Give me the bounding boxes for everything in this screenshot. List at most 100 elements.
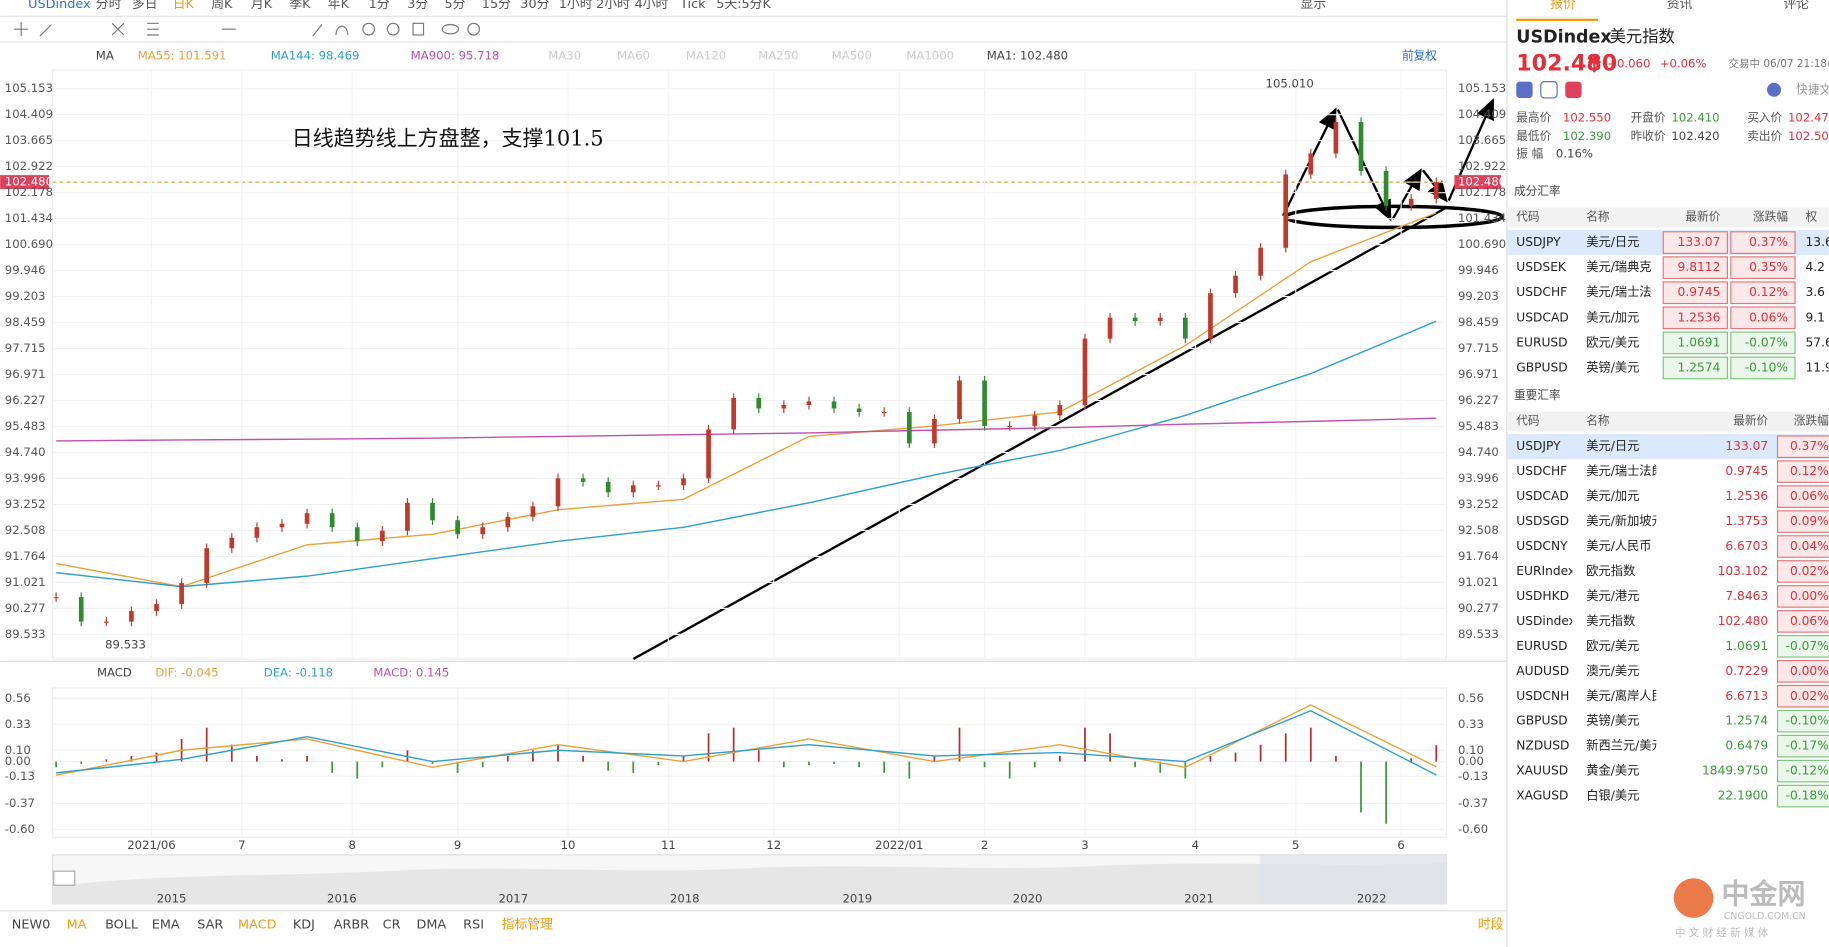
table-cell: 13.6 — [1806, 235, 1829, 249]
candle — [731, 397, 736, 430]
indicator-button[interactable]: BOLL — [105, 917, 139, 932]
period-button[interactable]: 5分 — [444, 0, 465, 12]
cell-clip: 英镑/美元 — [1586, 713, 1639, 728]
candle — [906, 411, 912, 444]
table-cell: 美元/加元 — [1586, 310, 1639, 324]
candle — [1358, 122, 1364, 171]
cell-box — [1776, 435, 1829, 458]
period-button[interactable]: 分时 — [96, 0, 122, 12]
period-button[interactable]: 1分 — [369, 0, 390, 12]
y-tick-label: 0.10 — [5, 743, 31, 757]
up-arrow — [1587, 55, 1602, 73]
tab[interactable]: 资讯 — [1667, 0, 1693, 12]
period-button[interactable]: 多日 — [132, 0, 158, 12]
period-button[interactable]: 15分 — [482, 0, 511, 12]
table-cell: 美元/人民币 — [1586, 539, 1651, 553]
period-button[interactable]: 4小时 — [635, 0, 669, 12]
cell-clip: 新西兰元/美元 — [1586, 738, 1656, 753]
indicator-button[interactable]: KDJ — [293, 917, 315, 932]
indicator-button[interactable]: DMA — [417, 917, 447, 932]
legend-entry: MA60 — [617, 48, 650, 62]
stat-label: 最低价 — [1516, 129, 1551, 143]
indicator-button[interactable]: MA — [67, 917, 87, 932]
period-button[interactable]: 季K — [289, 0, 311, 12]
adjust-button[interactable]: 前复权 — [1402, 48, 1437, 62]
indicator-button[interactable]: RSI — [463, 917, 484, 932]
candle — [856, 408, 862, 412]
table-cell: -0.07% — [1745, 335, 1788, 349]
stat-value: 102.550 — [1563, 110, 1611, 124]
indicator-button[interactable]: NEW0 — [12, 917, 51, 932]
table-cell: AUDUSD — [1516, 664, 1569, 678]
cell-clip: 美元/新加坡元 — [1586, 513, 1656, 528]
period-button[interactable]: 5天:5分K — [716, 0, 771, 12]
table-cell: 0.00% — [1790, 589, 1829, 603]
legend-entry: MA500 — [832, 48, 872, 62]
period-button[interactable]: Tick — [679, 0, 706, 12]
cell-clip: 美元/加元 — [1586, 310, 1639, 324]
period-button[interactable]: 月K — [251, 0, 273, 12]
candle — [706, 429, 711, 479]
y-tick-label: 100.690 — [1458, 237, 1506, 251]
drawing-tools[interactable] — [14, 22, 481, 37]
year-label: 2017 — [498, 892, 528, 906]
tab[interactable]: 评论 — [1783, 0, 1809, 12]
cell-box — [1776, 759, 1829, 783]
y-tick-label: 93.996 — [5, 471, 46, 485]
y-tick-label: -0.13 — [5, 769, 35, 783]
navigator-window[interactable] — [1259, 854, 1447, 904]
session-button[interactable]: 时段 — [1478, 917, 1504, 932]
table-cell: 欧元/美元 — [1586, 639, 1639, 653]
period-button[interactable]: 2小时 — [596, 0, 630, 12]
table-header-cell: 涨跌幅 — [1753, 209, 1788, 223]
cell-clip: 美元/瑞士法郎 — [1586, 464, 1656, 478]
candle — [354, 527, 360, 542]
change-pct: +0.06% — [1660, 57, 1707, 71]
cell-clip: USDCAD — [1516, 489, 1568, 503]
legend-entry: MA144: 98.469 — [271, 48, 360, 62]
y-tick-label: 91.021 — [1458, 575, 1499, 589]
table-header — [1506, 207, 1829, 228]
indicator-button[interactable]: MACD — [238, 917, 277, 932]
indicator-button[interactable]: EMA — [152, 917, 180, 932]
period-button[interactable]: 3分 — [407, 0, 428, 12]
table-cell: 0.35% — [1749, 260, 1788, 274]
y-tick-label: 95.483 — [1458, 419, 1499, 433]
table-cell: NZDUSD — [1516, 739, 1569, 753]
cell-box — [1662, 306, 1728, 330]
macd-line — [56, 709, 1437, 776]
period-button[interactable]: 日K — [173, 0, 195, 12]
table-cell: USDCAD — [1516, 310, 1568, 324]
table-cell: 0.37% — [1749, 235, 1788, 249]
cell-box — [1662, 256, 1728, 280]
legend-entry: MA55: 101.591 — [138, 48, 227, 62]
indicator-button[interactable]: CR — [383, 917, 401, 932]
indicator-button[interactable]: SAR — [197, 917, 223, 932]
cell-clip: EURUSD — [1516, 639, 1567, 653]
candle — [1283, 174, 1289, 248]
tab[interactable]: 报价 — [1550, 0, 1576, 12]
candle — [380, 530, 385, 542]
table-cell: 6.6713 — [1725, 689, 1768, 703]
table-cell: 9.1 — [1806, 310, 1825, 324]
indicator-manage[interactable]: 指标管理 — [502, 917, 553, 932]
period-button[interactable]: 年K — [328, 0, 350, 12]
y-tick-label: 102.480 — [1458, 175, 1506, 189]
table-cell: 白银/美元 — [1586, 788, 1639, 803]
y-tick-label: 99.203 — [5, 289, 46, 303]
navigator-menu[interactable] — [53, 870, 76, 886]
period-button[interactable]: 1小时 — [559, 0, 593, 12]
indicator-button[interactable]: ARBR — [334, 917, 369, 932]
y-tick-label: 102.922 — [5, 159, 53, 173]
panel-icons[interactable] — [1516, 81, 1782, 99]
period-button[interactable]: 周K — [211, 0, 233, 12]
table-header — [1506, 411, 1829, 432]
table-cell: USDCNH — [1516, 689, 1569, 703]
stat-value: 102.410 — [1671, 110, 1719, 124]
y-tick-label: 102.480 — [5, 175, 53, 189]
display-button[interactable]: 显示 — [1301, 0, 1327, 12]
period-button[interactable]: 30分 — [520, 0, 549, 12]
y-tick-label: 90.277 — [1458, 601, 1499, 615]
y-tick-label: 93.996 — [1458, 471, 1499, 485]
